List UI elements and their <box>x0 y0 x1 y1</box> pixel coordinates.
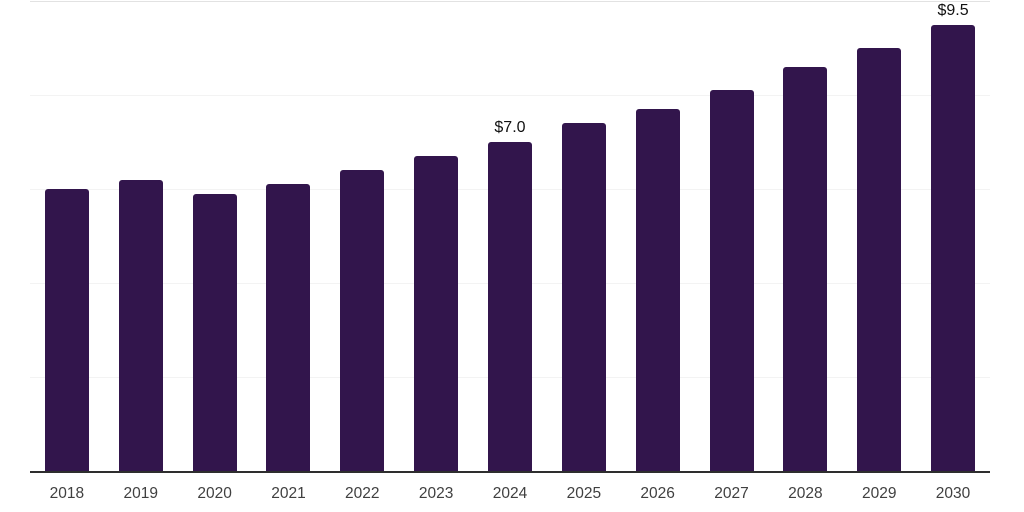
bar-slot-2018 <box>30 1 104 471</box>
bar-2027[interactable] <box>709 90 754 471</box>
bar-slot-2025 <box>547 1 621 471</box>
bar-2025[interactable] <box>561 123 606 471</box>
x-tick-2022: 2022 <box>345 485 380 502</box>
x-tick-2025: 2025 <box>566 485 602 502</box>
gridline-10 <box>30 1 990 2</box>
bar-slot-2023 <box>399 1 473 471</box>
bar-value-label-2030: $9.5 <box>937 1 969 19</box>
x-axis-labels: 2018 2019 2020 2021 2022 2023 2024 2025 2026 2027… <box>30 484 990 503</box>
bar-2018[interactable] <box>44 189 89 471</box>
x-tick-2028: 2028 <box>788 485 823 502</box>
bar-2021[interactable] <box>266 184 311 471</box>
bar-slot-2030: $9.5 <box>916 1 990 471</box>
bar-2026[interactable] <box>635 109 680 471</box>
bar-2023[interactable] <box>414 156 459 471</box>
bar-2020[interactable] <box>192 193 237 471</box>
x-tick-2030: 2030 <box>935 485 971 502</box>
x-tick-2027: 2027 <box>714 485 749 502</box>
x-tick-2021: 2021 <box>271 485 306 502</box>
x-tick-2018: 2018 <box>49 485 85 502</box>
gridline-8 <box>30 95 990 96</box>
bar-2024[interactable] <box>487 142 532 471</box>
bar-2029[interactable] <box>857 48 902 471</box>
bars-row: $7.0 $9.5 <box>30 1 990 471</box>
bar-value-label-2024: $7.0 <box>494 119 526 136</box>
bar-2022[interactable] <box>340 170 385 471</box>
bar-slot-2028 <box>768 1 842 471</box>
plot-area: $7.0 $9.5 <box>30 1 990 473</box>
x-tick-2024: 2024 <box>492 485 528 502</box>
bar-slot-2024: $7.0 <box>473 1 547 471</box>
x-tick-2019: 2019 <box>123 485 158 502</box>
bar-slot-2021 <box>252 1 326 471</box>
bar-slot-2026 <box>621 1 695 471</box>
bar-2028[interactable] <box>783 66 828 471</box>
bar-slot-2020 <box>178 1 252 471</box>
bar-2019[interactable] <box>118 179 163 471</box>
x-tick-2026: 2026 <box>640 485 675 502</box>
bar-slot-2029 <box>842 1 916 471</box>
x-tick-2020: 2020 <box>197 485 232 502</box>
bar-2030[interactable] <box>931 24 976 471</box>
bar-slot-2019 <box>104 1 178 471</box>
bar-slot-2022 <box>325 1 399 471</box>
x-tick-2029: 2029 <box>861 485 897 502</box>
x-tick-2023: 2023 <box>418 485 454 502</box>
bar-slot-2027 <box>695 1 769 471</box>
